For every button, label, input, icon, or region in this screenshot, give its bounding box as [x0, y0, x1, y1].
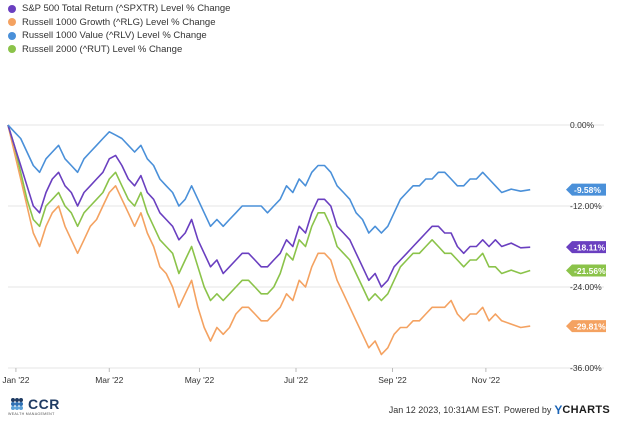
legend-label-spx: S&P 500 Total Return (^SPXTR) Level % Ch…	[22, 3, 231, 15]
x-tick-label: Nov '22	[472, 375, 501, 385]
x-tick-label: Jan '22	[2, 375, 29, 385]
end-label-badge-2	[566, 183, 606, 196]
ccr-logo-subtext: WEALTH MANAGEMENT	[8, 412, 55, 416]
legend-item-rut: Russell 2000 (^RUT) Level % Change	[8, 43, 230, 57]
legend-swatch-rlv	[8, 31, 16, 40]
powered-by-label: Powered by	[503, 405, 552, 415]
end-label-text-3: -21.56%	[574, 266, 606, 276]
end-label-text-0: -18.11%	[574, 243, 606, 253]
legend-label-rlg: Russell 1000 Growth (^RLG) Level % Chang…	[22, 16, 216, 28]
x-axis: Jan '22 Mar '22 May '22 Jul '22 Sep '22 Nov '…	[2, 368, 500, 385]
series-line-2	[7, 124, 531, 234]
footer-attribution: Jan 12 2023, 10:31AM EST. Powered by Y C…	[389, 403, 610, 417]
y-tick-label: -36.00%	[570, 363, 602, 373]
y-axis: 0.00% -12.00% -24.00% -36.00%	[570, 120, 602, 373]
ccr-logo: CCR	[8, 396, 60, 412]
end-label-text-2: -9.58%	[574, 185, 601, 195]
series-lines	[7, 124, 531, 356]
end-label-badge-1	[566, 320, 606, 333]
end-label-badge-0	[566, 241, 606, 254]
legend-label-rut: Russell 2000 (^RUT) Level % Change	[22, 43, 183, 55]
end-label-text-1: -29.81%	[574, 322, 606, 332]
end-labels: -18.11% -29.81% -9.58% -21.56%	[566, 183, 606, 333]
y-tick-label: 0.00%	[570, 120, 595, 130]
legend-item-spx: S&P 500 Total Return (^SPXTR) Level % Ch…	[8, 2, 230, 16]
series-line-1	[7, 124, 531, 356]
x-tick-label: Mar '22	[95, 375, 123, 385]
y-tick-label: -24.00%	[570, 282, 602, 292]
x-tick-label: Sep '22	[378, 375, 407, 385]
legend-swatch-rlg	[8, 18, 16, 27]
y-tick-label: -12.00%	[570, 201, 602, 211]
ccr-logo-icon	[11, 398, 23, 410]
series-line-3	[7, 124, 531, 302]
legend-swatch-spx	[8, 4, 16, 13]
legend: S&P 500 Total Return (^SPXTR) Level % Ch…	[8, 2, 230, 56]
ycharts-logo-text: CHARTS	[562, 404, 610, 416]
ycharts-logo-y: Y	[554, 403, 563, 417]
x-tick-label: Jul '22	[284, 375, 309, 385]
x-tick-label: May '22	[185, 375, 215, 385]
legend-item-rlg: Russell 1000 Growth (^RLG) Level % Chang…	[8, 16, 230, 30]
legend-label-rlv: Russell 1000 Value (^RLV) Level % Change	[22, 30, 207, 42]
ccr-logo-text: CCR	[28, 396, 60, 412]
legend-item-rlv: Russell 1000 Value (^RLV) Level % Change	[8, 29, 230, 43]
legend-swatch-rut	[8, 45, 16, 54]
end-label-badge-3	[566, 264, 606, 277]
timestamp: Jan 12 2023, 10:31AM EST.	[388, 405, 501, 415]
series-line-0	[7, 124, 531, 288]
